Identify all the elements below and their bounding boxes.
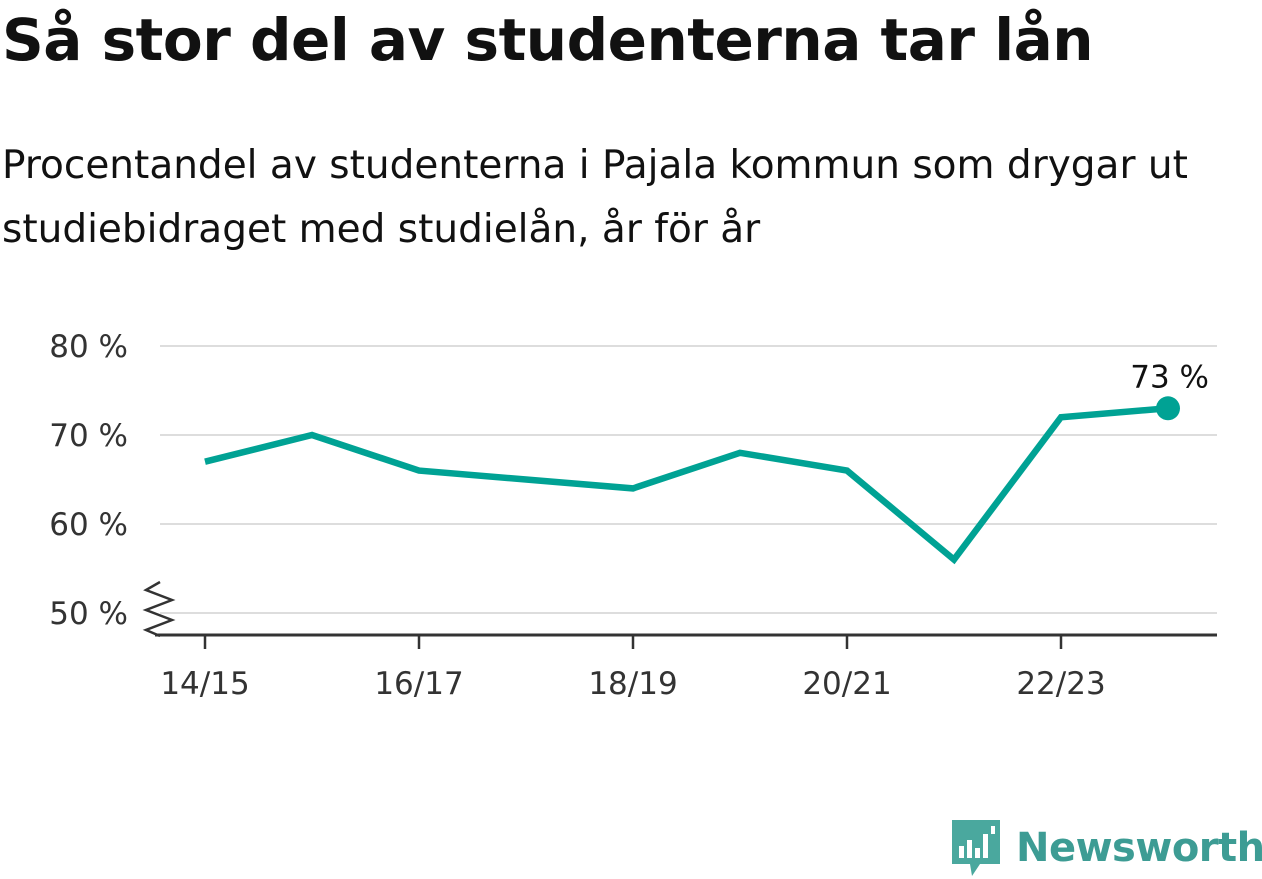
x-axis: 14/15 16/17 18/19 20/21 22/23: [155, 633, 1217, 702]
end-point-marker: [1156, 396, 1180, 421]
brand-name: Newsworthy: [1016, 825, 1262, 871]
chart-subtitle: Procentandel av studenterna i Pajala kom…: [2, 143, 1188, 252]
gridlines: [160, 345, 1217, 614]
y-tick-label: 60 %: [49, 507, 128, 543]
y-axis-break: [142, 580, 176, 638]
chart-title: Så stor del av studenterna tar lån: [2, 6, 1094, 74]
y-axis-ticks: 50 % 60 % 70 % 80 %: [49, 329, 128, 632]
brand-footer: Newsworthy: [950, 818, 1262, 878]
newsworthy-logo-icon: [952, 820, 1000, 876]
x-tick-label: 14/15: [160, 666, 249, 702]
end-value-label: 73 %: [1130, 359, 1209, 395]
data-series: 73 %: [204, 359, 1209, 565]
axis-break-mark: [142, 580, 176, 638]
series-line: [204, 405, 1169, 565]
x-tick-label: 18/19: [588, 666, 677, 702]
x-tick-label: 16/17: [374, 666, 463, 702]
y-tick-label: 80 %: [49, 329, 128, 365]
x-tick-label: 22/23: [1016, 666, 1105, 702]
y-tick-label: 70 %: [49, 418, 128, 454]
y-tick-label: 50 %: [49, 596, 128, 632]
x-tick-label: 20/21: [802, 666, 891, 702]
